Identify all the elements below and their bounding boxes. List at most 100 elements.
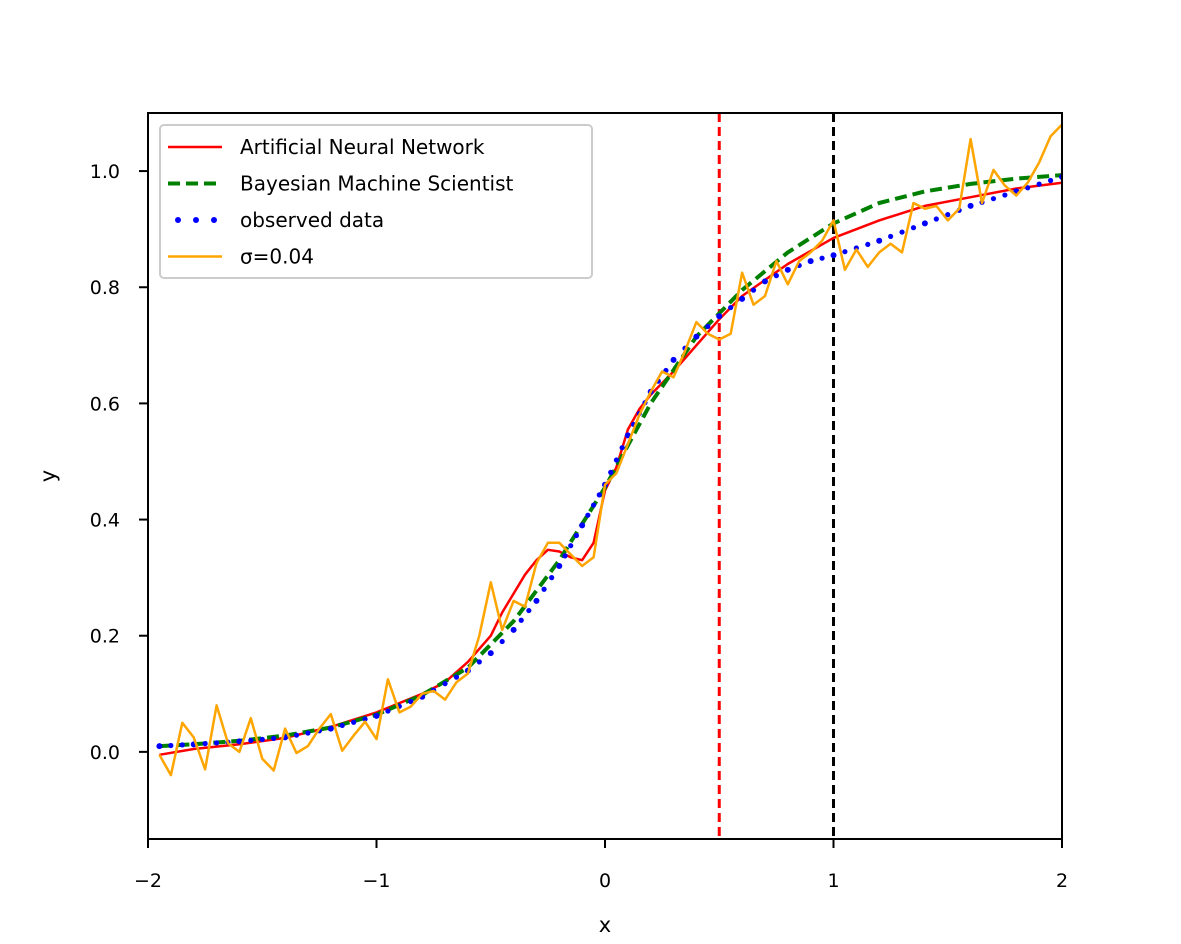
series-2-dot: [705, 323, 711, 330]
series-2-dot: [202, 741, 208, 747]
series-2-dot: [1025, 185, 1031, 191]
x-tick-label: −1: [362, 870, 390, 892]
series-2-dot: [596, 492, 602, 498]
legend-label: Artificial Neural Network: [240, 135, 485, 159]
series-2-dot: [339, 722, 345, 729]
y-axis-label: y: [36, 470, 60, 482]
y-axis: 0.0 0.2 0.4 0.6 0.8 1.0: [90, 161, 148, 764]
series-2-point: [784, 266, 791, 273]
series-2-points: [156, 173, 1062, 750]
series-2-point: [556, 563, 563, 570]
x-tick-label: 1: [827, 870, 839, 892]
series-2-dot: [476, 659, 482, 665]
series-2-point: [693, 333, 700, 340]
series-2-dot: [613, 457, 620, 463]
series-2-dot: [526, 607, 532, 614]
series-2-dot: [259, 736, 265, 742]
series-2-dot: [1036, 181, 1042, 187]
series-2-dot: [271, 735, 277, 741]
series-2-dot: [573, 532, 580, 539]
series-2-point: [156, 743, 163, 750]
series-2-dot: [385, 708, 391, 714]
series-2-point: [670, 356, 677, 363]
series-2-dot: [541, 586, 547, 592]
series-2-dot: [910, 225, 917, 231]
series-2-point: [533, 597, 540, 604]
y-tick-label: 0.0: [90, 742, 120, 764]
series-2-dot: [408, 698, 414, 705]
series-3-line: [158, 123, 1062, 777]
series-2-point: [373, 712, 380, 719]
series-2-dot: [728, 304, 734, 311]
series-2-point: [716, 313, 723, 320]
series-2-dot: [933, 216, 939, 222]
series-2-dot: [562, 553, 568, 559]
legend-swatch-dot: [211, 217, 217, 223]
series-2-point: [761, 278, 768, 285]
legend-swatch-dot: [193, 217, 199, 223]
series-2-dot: [568, 543, 574, 549]
x-axis-label: x: [599, 913, 611, 937]
legend-label: Bayesian Machine Scientist: [240, 172, 514, 196]
reference-lines: [717, 113, 835, 839]
series-2-point: [327, 725, 334, 732]
series-2-point: [487, 650, 494, 657]
series-2-dot: [305, 730, 311, 736]
series-2-dot: [442, 681, 448, 687]
series-2-dot: [888, 233, 894, 240]
legend-swatch-dot: [175, 217, 181, 223]
y-tick-label: 0.8: [90, 277, 120, 299]
x-axis: −2 −1 0 1 2: [134, 839, 1068, 892]
y-tick-label: 1.0: [90, 161, 120, 183]
series-2-dot: [499, 638, 505, 645]
series-2-point: [921, 220, 928, 227]
legend-entry-0: Artificial Neural Network: [168, 135, 485, 159]
legend-box: [159, 124, 593, 279]
series-2-dot: [619, 445, 625, 451]
series-2-dot: [945, 212, 951, 218]
series-2-dot: [819, 255, 825, 261]
series-2-dot: [362, 716, 368, 722]
series-2-dot: [842, 249, 848, 255]
series-2-dot: [351, 719, 357, 725]
legend-entry-3: σ=0.04: [168, 245, 314, 269]
legend-label: observed data: [240, 208, 384, 232]
series-2-dot: [518, 617, 524, 623]
series-2-dot: [549, 575, 555, 581]
y-tick-label: 0.6: [90, 393, 120, 415]
series-2-dot: [608, 469, 614, 475]
series-2-point: [967, 202, 974, 209]
series-2-dot: [899, 229, 905, 235]
x-tick-label: 2: [1056, 870, 1068, 892]
series-2-dot: [293, 732, 300, 738]
legend: Artificial Neural Network Bayesian Machin…: [159, 124, 593, 279]
series-2-dot: [213, 740, 220, 746]
series-2-point: [579, 522, 586, 529]
series-2-dot: [168, 742, 174, 749]
legend-entry-1: Bayesian Machine Scientist: [168, 172, 514, 196]
series-2-dot: [179, 742, 185, 748]
series-2-dot: [990, 196, 997, 202]
series-layer: [156, 123, 1062, 777]
series-2-dot: [590, 502, 597, 508]
x-tick-label: −2: [134, 870, 162, 892]
legend-entry-2: observed data: [175, 208, 384, 232]
y-tick-label: 0.2: [90, 626, 120, 648]
series-2-dot: [453, 674, 460, 680]
series-2-point: [510, 626, 517, 633]
x-tick-label: 0: [599, 870, 611, 892]
series-2-dot: [865, 241, 871, 248]
series-2-point: [624, 432, 631, 439]
series-2-point: [739, 295, 746, 302]
series-2-dot: [773, 273, 779, 279]
series-2-point: [876, 237, 883, 244]
series-2-dot: [1047, 177, 1054, 184]
series-2-dot: [585, 512, 591, 518]
y-tick-label: 0.4: [90, 510, 120, 532]
series-2-point: [236, 738, 243, 745]
series-2-point: [830, 252, 837, 259]
series-2-dot: [750, 287, 757, 293]
series-2-dot: [248, 737, 254, 744]
legend-label: σ=0.04: [240, 245, 314, 269]
